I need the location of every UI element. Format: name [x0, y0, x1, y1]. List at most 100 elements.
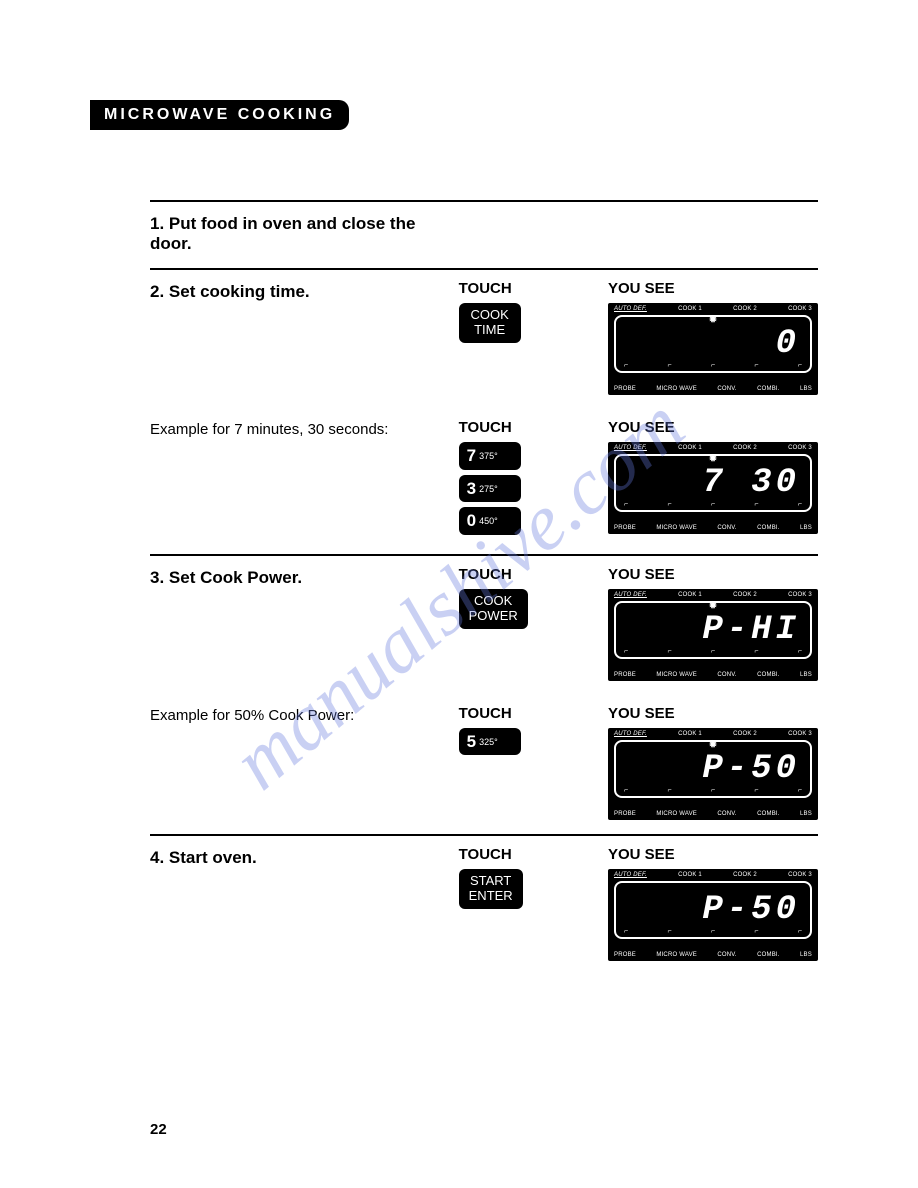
disp-top-label: AUTO DEF.: [614, 872, 647, 878]
disp-bot-label: CONV.: [717, 811, 736, 817]
you-see-label: YOU SEE: [608, 846, 818, 863]
you-see-label: YOU SEE: [608, 280, 818, 297]
display-panel: AUTO DEF. COOK 1 COOK 2 COOK 3 ✹ 7 30 ⌐⌐…: [608, 442, 818, 534]
display-value: 7 30: [702, 464, 800, 502]
cook-power-button[interactable]: COOK POWER: [459, 589, 528, 629]
display-panel: AUTO DEF. COOK 1 COOK 2 COOK 3 ✹ P-50 ⌐⌐…: [608, 728, 818, 820]
disp-top-label: COOK 3: [788, 872, 812, 878]
disp-top-label: COOK 2: [733, 731, 757, 737]
step-2-row: 2. Set cooking time. TOUCH COOK TIME YOU…: [150, 268, 818, 409]
step-2-sub-text: Example for 7 minutes, 30 seconds:: [150, 419, 449, 438]
step-1-row: 1. Put food in oven and close the door.: [150, 200, 818, 268]
touch-label: TOUCH: [459, 280, 598, 297]
disp-bot-label: LBS: [800, 952, 812, 958]
disp-bot-label: MICRO WAVE: [656, 525, 697, 531]
keypad-3-button[interactable]: 3275°: [459, 475, 521, 503]
disp-top-label: AUTO DEF.: [614, 731, 647, 737]
step-2-sub-touch: TOUCH 7375° 3275° 0450°: [459, 419, 598, 540]
step-3-see: YOU SEE AUTO DEF. COOK 1 COOK 2 COOK 3 ✹…: [608, 566, 818, 681]
disp-top-label: COOK 2: [733, 306, 757, 312]
disp-bot-label: COMBI.: [757, 525, 780, 531]
step-4-row: 4. Start oven. TOUCH START ENTER YOU SEE…: [150, 834, 818, 975]
disp-top-label: COOK 3: [788, 445, 812, 451]
step-3-title: 3. Set Cook Power.: [150, 566, 449, 588]
disp-top-label: AUTO DEF.: [614, 445, 647, 451]
display-panel: AUTO DEF. COOK 1 COOK 2 COOK 3 ✹ P-HI ⌐⌐…: [608, 589, 818, 681]
step-4-see: YOU SEE AUTO DEF. COOK 1 COOK 2 COOK 3 P…: [608, 846, 818, 961]
disp-bot-label: MICRO WAVE: [656, 811, 697, 817]
you-see-label: YOU SEE: [608, 566, 818, 583]
section-header: MICROWAVE COOKING: [90, 100, 349, 130]
display-value: P-50: [702, 891, 800, 929]
disp-bot-label: COMBI.: [757, 952, 780, 958]
step-3-sub-touch: TOUCH 5325°: [459, 705, 598, 761]
disp-top-label: COOK 3: [788, 592, 812, 598]
disp-bot-label: CONV.: [717, 952, 736, 958]
step-4-title: 4. Start oven.: [150, 846, 449, 868]
sun-icon: ✹: [708, 313, 717, 326]
you-see-label: YOU SEE: [608, 419, 818, 436]
disp-bot-label: LBS: [800, 525, 812, 531]
touch-label: TOUCH: [459, 419, 598, 436]
step-2-touch-col: TOUCH COOK TIME: [459, 280, 598, 348]
disp-bot-label: PROBE: [614, 525, 636, 531]
you-see-label: YOU SEE: [608, 705, 818, 722]
disp-bot-label: PROBE: [614, 811, 636, 817]
touch-label: TOUCH: [459, 846, 598, 863]
step-3-sub-row: Example for 50% Cook Power: TOUCH 5325° …: [150, 695, 818, 834]
sun-icon: ✹: [708, 738, 717, 751]
step-3-row: 3. Set Cook Power. TOUCH COOK POWER YOU …: [150, 554, 818, 695]
touch-label: TOUCH: [459, 566, 598, 583]
disp-top-label: COOK 1: [678, 872, 702, 878]
keypad-7-button[interactable]: 7375°: [459, 442, 521, 470]
disp-top-label: COOK 1: [678, 445, 702, 451]
keypad-5-button[interactable]: 5325°: [459, 728, 521, 756]
sun-icon: ✹: [708, 599, 717, 612]
sun-icon: ✹: [708, 452, 717, 465]
disp-top-label: AUTO DEF.: [614, 306, 647, 312]
disp-bot-label: PROBE: [614, 672, 636, 678]
disp-top-label: COOK 3: [788, 306, 812, 312]
start-enter-button[interactable]: START ENTER: [459, 869, 523, 909]
disp-bot-label: MICRO WAVE: [656, 672, 697, 678]
disp-top-label: COOK 1: [678, 592, 702, 598]
disp-bot-label: PROBE: [614, 952, 636, 958]
touch-label: TOUCH: [459, 705, 598, 722]
disp-top-label: COOK 2: [733, 445, 757, 451]
disp-top-label: COOK 1: [678, 306, 702, 312]
step-3-sub-text: Example for 50% Cook Power:: [150, 705, 449, 724]
display-value: P-50: [702, 750, 800, 788]
step-4-touch: TOUCH START ENTER: [459, 846, 598, 914]
step-2-sub-see: YOU SEE AUTO DEF. COOK 1 COOK 2 COOK 3 ✹…: [608, 419, 818, 534]
display-panel: AUTO DEF. COOK 1 COOK 2 COOK 3 P-50 ⌐⌐⌐⌐…: [608, 869, 818, 961]
disp-bot-label: COMBI.: [757, 672, 780, 678]
instruction-content: 1. Put food in oven and close the door. …: [150, 200, 818, 975]
keypad-0-button[interactable]: 0450°: [459, 507, 521, 535]
step-3-sub-see: YOU SEE AUTO DEF. COOK 1 COOK 2 COOK 3 ✹…: [608, 705, 818, 820]
disp-bot-label: COMBI.: [757, 811, 780, 817]
disp-bot-label: LBS: [800, 811, 812, 817]
disp-top-label: AUTO DEF.: [614, 592, 647, 598]
disp-bot-label: MICRO WAVE: [656, 952, 697, 958]
disp-bot-label: PROBE: [614, 386, 636, 392]
display-panel: AUTO DEF. COOK 1 COOK 2 COOK 3 ✹ 0 ⌐⌐⌐⌐⌐…: [608, 303, 818, 395]
disp-top-label: COOK 1: [678, 731, 702, 737]
disp-bot-label: COMBI.: [757, 386, 780, 392]
disp-bot-label: MICRO WAVE: [656, 386, 697, 392]
disp-top-label: COOK 2: [733, 592, 757, 598]
page-number: 22: [150, 1121, 167, 1138]
disp-top-label: COOK 3: [788, 731, 812, 737]
step-2-title: 2. Set cooking time.: [150, 280, 449, 302]
step-2-sub-row: Example for 7 minutes, 30 seconds: TOUCH…: [150, 409, 818, 554]
cook-time-button[interactable]: COOK TIME: [459, 303, 521, 343]
step-3-touch: TOUCH COOK POWER: [459, 566, 598, 634]
step-1-title: 1. Put food in oven and close the door.: [150, 212, 450, 254]
disp-bot-label: LBS: [800, 386, 812, 392]
display-value: P-HI: [702, 611, 800, 649]
disp-bot-label: CONV.: [717, 386, 736, 392]
display-value: 0: [776, 325, 800, 363]
disp-bot-label: CONV.: [717, 672, 736, 678]
disp-bot-label: LBS: [800, 672, 812, 678]
step-2-see-col: YOU SEE AUTO DEF. COOK 1 COOK 2 COOK 3 ✹…: [608, 280, 818, 395]
disp-top-label: COOK 2: [733, 872, 757, 878]
